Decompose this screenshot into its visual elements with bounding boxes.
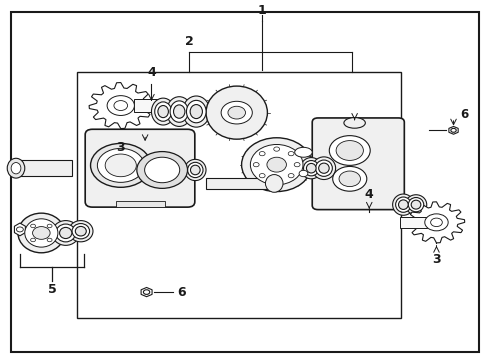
Ellipse shape [206,86,268,139]
Bar [116,201,165,207]
Text: 6: 6 [460,108,468,121]
Circle shape [329,136,370,165]
Circle shape [425,214,448,231]
Ellipse shape [312,157,336,180]
Text: 5: 5 [48,283,56,296]
Circle shape [47,238,52,242]
Circle shape [333,166,367,191]
Ellipse shape [25,219,58,247]
Ellipse shape [242,138,312,192]
Circle shape [299,170,308,177]
Circle shape [105,154,136,177]
Ellipse shape [250,144,303,185]
Circle shape [31,224,35,228]
Circle shape [144,290,150,294]
Polygon shape [89,82,152,129]
Ellipse shape [300,158,322,179]
Ellipse shape [11,162,21,174]
Circle shape [431,218,442,226]
Bar [400,217,427,228]
Circle shape [17,227,24,232]
Bar [206,178,274,189]
Text: 6: 6 [177,285,185,298]
Ellipse shape [392,194,414,215]
Ellipse shape [188,162,203,177]
Polygon shape [408,202,465,243]
Ellipse shape [405,195,427,215]
Circle shape [259,174,265,178]
Ellipse shape [167,97,192,126]
Circle shape [228,106,245,119]
FancyBboxPatch shape [312,118,404,210]
Ellipse shape [183,96,210,127]
Circle shape [137,152,188,188]
Ellipse shape [18,213,65,253]
Circle shape [47,224,52,228]
Ellipse shape [306,163,316,173]
Circle shape [221,101,252,124]
Ellipse shape [411,200,421,209]
Ellipse shape [151,98,175,125]
Ellipse shape [52,221,79,246]
Ellipse shape [190,104,202,118]
Polygon shape [449,126,458,134]
Circle shape [336,141,364,161]
Polygon shape [141,288,152,297]
Circle shape [339,171,361,186]
Ellipse shape [155,102,172,121]
Ellipse shape [267,157,287,172]
Ellipse shape [69,221,93,242]
Ellipse shape [72,224,90,239]
Bar [16,161,72,176]
Circle shape [145,157,180,183]
Ellipse shape [303,161,319,176]
Ellipse shape [7,158,25,178]
Ellipse shape [398,200,408,210]
Circle shape [98,148,144,183]
Ellipse shape [344,118,366,128]
Ellipse shape [56,224,75,242]
Circle shape [294,162,300,167]
Circle shape [274,147,280,151]
Circle shape [91,143,151,187]
Text: 3: 3 [117,141,125,154]
Text: 2: 2 [185,35,194,48]
Ellipse shape [294,147,312,157]
Circle shape [107,96,134,116]
Ellipse shape [316,160,332,176]
Ellipse shape [170,101,188,122]
Circle shape [32,226,50,239]
Ellipse shape [187,100,206,123]
Ellipse shape [191,165,200,175]
Ellipse shape [75,226,86,236]
Text: 3: 3 [432,253,441,266]
Ellipse shape [266,175,283,192]
Bar [134,99,161,112]
Circle shape [259,152,265,156]
FancyBboxPatch shape [85,129,195,207]
Bar [77,72,401,318]
Polygon shape [14,223,25,236]
Ellipse shape [173,105,185,118]
Ellipse shape [185,159,206,181]
Circle shape [451,129,456,132]
Ellipse shape [60,228,72,239]
Circle shape [253,162,259,167]
Text: 1: 1 [258,4,267,17]
Ellipse shape [158,105,169,118]
Circle shape [114,100,127,111]
Ellipse shape [318,163,329,173]
Ellipse shape [395,197,411,212]
Circle shape [31,238,35,242]
Ellipse shape [408,198,424,212]
Text: 4: 4 [365,188,373,201]
Circle shape [274,178,280,183]
Circle shape [288,174,294,178]
Circle shape [288,152,294,156]
Text: 4: 4 [147,66,156,79]
